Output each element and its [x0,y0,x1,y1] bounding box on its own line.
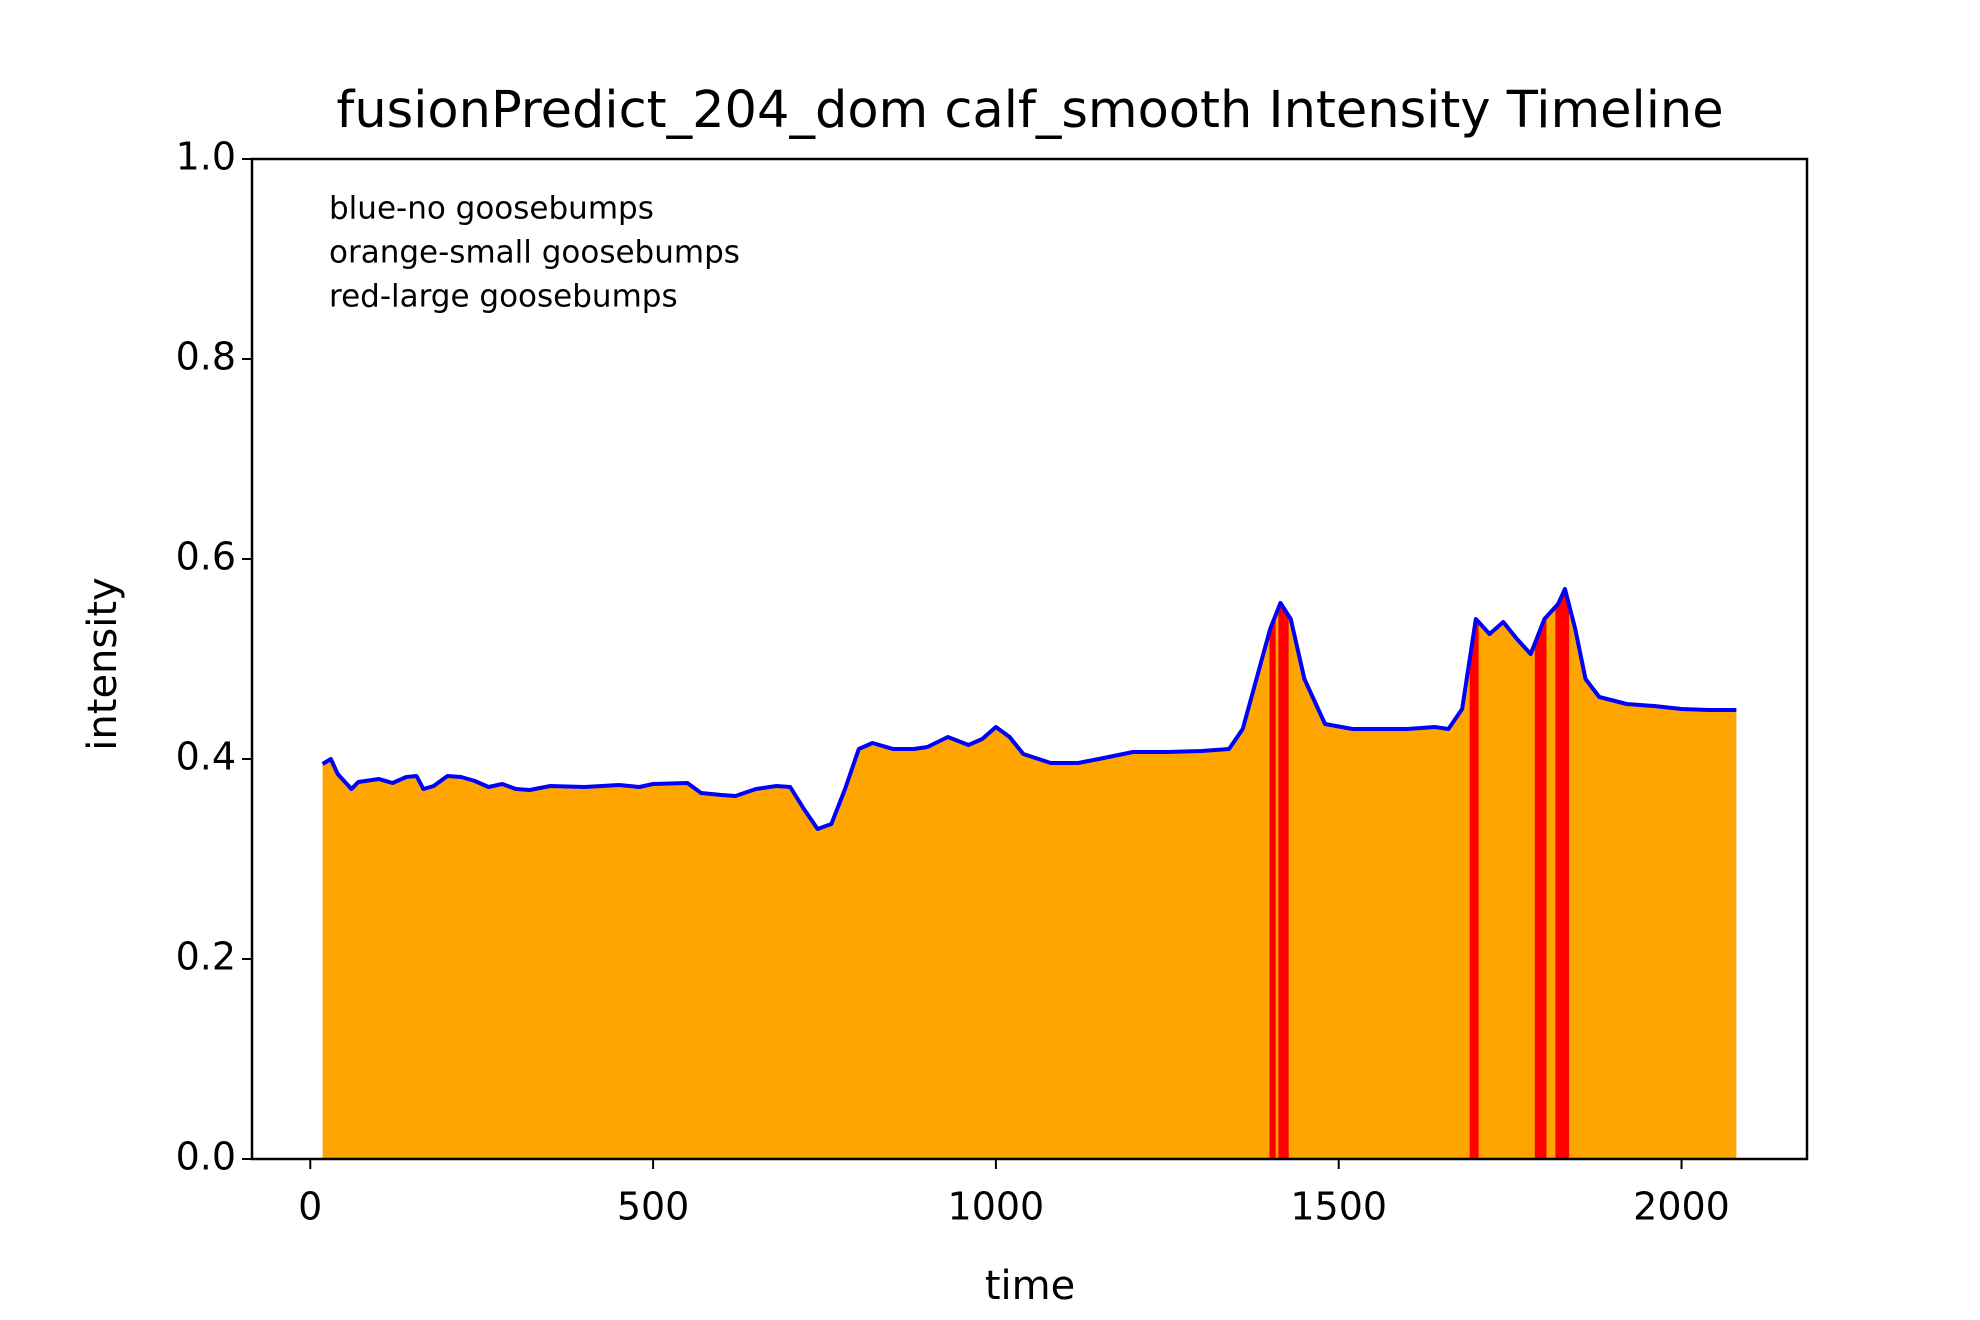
y-axis-label: intensity [80,577,126,750]
large-goosebumps-span [1534,589,1547,1159]
x-axis-label: time [985,1263,1075,1309]
y-tick-label: 0.6 [176,535,236,579]
large-goosebumps-span [1278,589,1289,1159]
y-tick-label: 0.0 [176,1135,236,1179]
intensity-line [321,587,1737,831]
large-goosebumps-span [1269,589,1276,1159]
chart-title: fusionPredict_204_dom calf_smooth Intens… [336,81,1723,140]
x-tick-label: 2000 [1633,1185,1730,1229]
large-goosebumps-span [1469,589,1479,1159]
y-tick-label: 0.4 [176,735,236,779]
annotation: orange-small goosebumps [329,235,740,271]
x-tick-label: 0 [298,1185,322,1229]
y-tick-label: 0.8 [176,335,236,379]
y-tick-label: 0.2 [176,935,236,979]
y-tick-label: 1.0 [176,135,236,179]
annotation: blue-no goosebumps [329,191,654,227]
area-fill [322,589,1737,1159]
annotation: red-large goosebumps [329,279,678,315]
x-tick-label: 500 [617,1185,690,1229]
x-tick-label: 1000 [948,1185,1045,1229]
x-tick-label: 1500 [1290,1185,1387,1229]
axes-frame [250,157,1809,1161]
large-goosebumps-span [1555,589,1570,1159]
